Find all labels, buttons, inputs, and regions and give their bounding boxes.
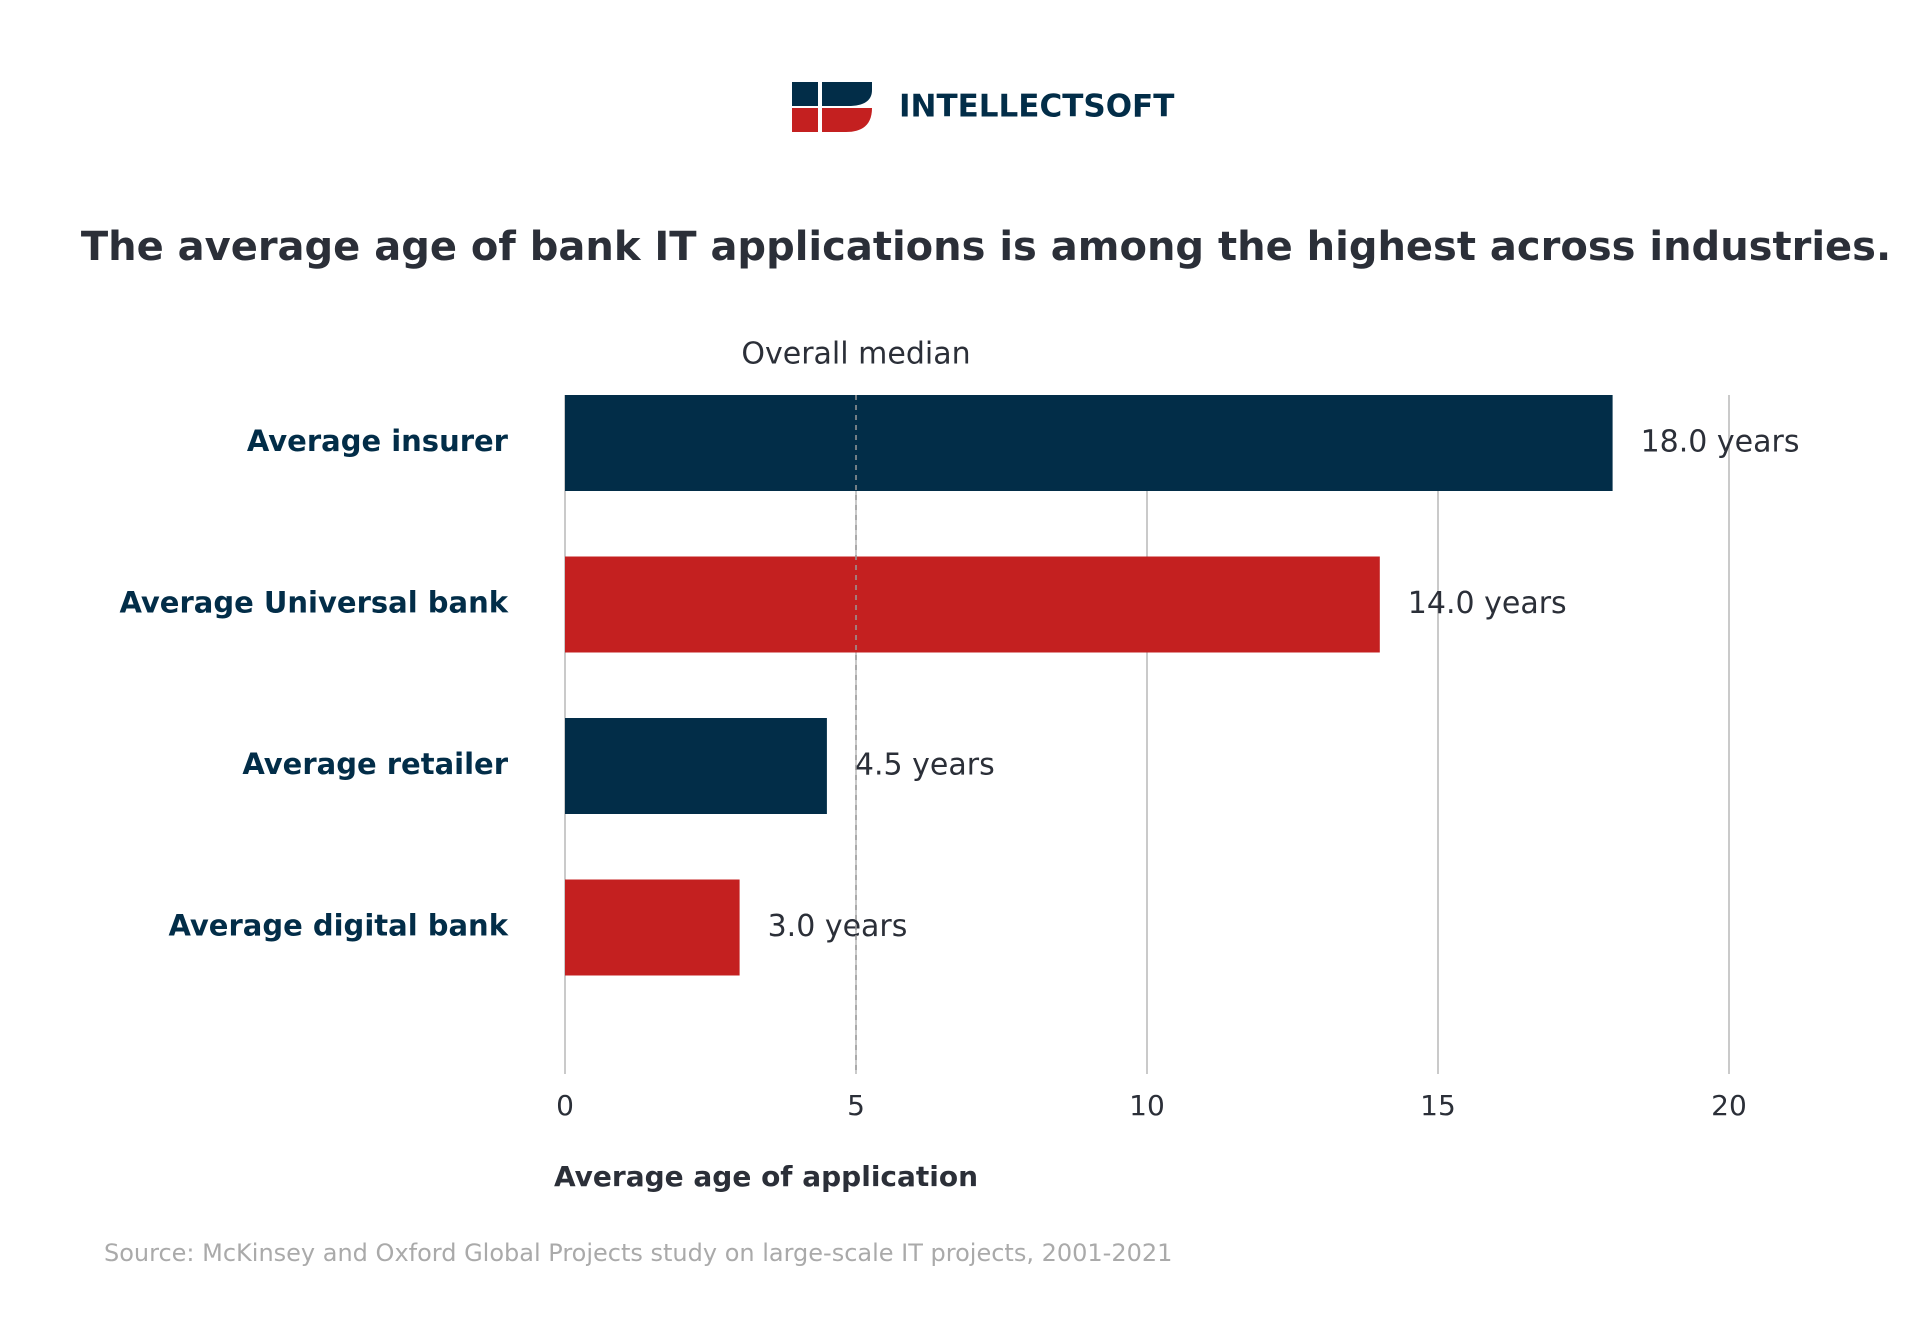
- value-label: 18.0 years: [1641, 425, 1800, 460]
- x-tick-label: 20: [1711, 1089, 1747, 1122]
- value-label: 14.0 years: [1408, 586, 1567, 621]
- x-tick-label: 15: [1420, 1089, 1456, 1122]
- logo-shape: [822, 82, 872, 106]
- y-tick-label: Average digital bank: [168, 909, 508, 943]
- y-tick-label: Average Universal bank: [119, 586, 508, 620]
- logo-shape: [792, 82, 818, 106]
- logo-shape: [792, 108, 818, 132]
- x-axis-label: Average age of application: [554, 1160, 978, 1193]
- bar: [565, 879, 740, 976]
- logo-shape: [822, 108, 872, 132]
- chart-title: The average age of bank IT applications …: [81, 224, 1891, 270]
- x-tick-label: 0: [556, 1089, 574, 1122]
- x-tick-label: 5: [847, 1089, 865, 1122]
- y-tick-label: Average retailer: [242, 747, 508, 781]
- median-label: Overall median: [741, 337, 970, 372]
- brand-name: INTELLECTSOFT: [899, 89, 1174, 125]
- value-label: 3.0 years: [768, 909, 908, 944]
- bar: [565, 718, 827, 814]
- source-note: Source: McKinsey and Oxford Global Proje…: [104, 1239, 1172, 1267]
- bar: [565, 556, 1380, 653]
- x-tick-label: 10: [1129, 1089, 1165, 1122]
- logo-icon: [792, 82, 872, 132]
- y-tick-label: Average insurer: [247, 424, 509, 458]
- bar: [565, 395, 1613, 491]
- value-label: 4.5 years: [855, 748, 995, 783]
